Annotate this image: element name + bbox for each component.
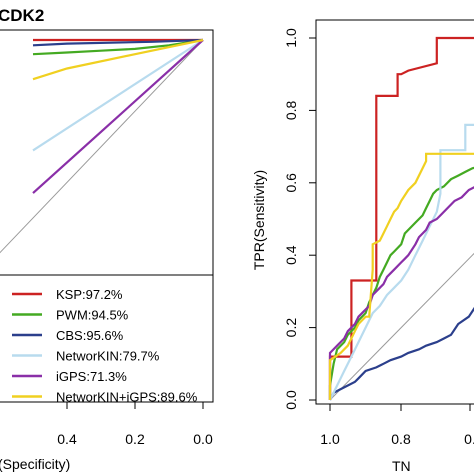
right-y-tick-label: 1.0 bbox=[283, 28, 299, 48]
right-series-line-3 bbox=[329, 306, 474, 401]
legend-label: KSP:97.2% bbox=[56, 287, 123, 302]
right-series-lines bbox=[328, 36, 474, 401]
left-series-line-5 bbox=[32, 39, 204, 194]
left-series-lines bbox=[0, 38, 204, 254]
left-series-line-3 bbox=[32, 38, 204, 47]
right-series-line-4 bbox=[329, 123, 474, 401]
right-y-tick-label: 0.6 bbox=[283, 173, 299, 193]
right-y-tick-label: 0.0 bbox=[283, 390, 299, 410]
left-reference-diagonal bbox=[0, 39, 204, 254]
right-x-tick-label: 0. bbox=[464, 431, 474, 447]
left-series-line-2 bbox=[32, 38, 204, 56]
legend-label: NetworKIN:79.7% bbox=[56, 349, 160, 364]
left-x-tick-label: 0.2 bbox=[125, 431, 145, 447]
right-series-line-2 bbox=[328, 166, 474, 400]
legend-label: CBS:95.6% bbox=[56, 328, 124, 343]
legend-box bbox=[0, 274, 214, 403]
right-y-axis: 0.0 0.2 0.4 0.6 0.8 1.0 bbox=[283, 28, 317, 410]
legend-label: iGPS:71.3% bbox=[56, 369, 127, 384]
legend-items: KSP:97.2% PWM:94.5% CBS:95.6% NetworKIN:79.… bbox=[12, 287, 198, 405]
legend-label: NetworKIN+iGPS:89.6% bbox=[56, 390, 198, 405]
right-y-tick-label: 0.8 bbox=[283, 100, 299, 120]
right-x-tick-label: 0.8 bbox=[391, 431, 411, 447]
left-x-tick-label: 0.4 bbox=[57, 431, 77, 447]
right-x-axis-label: TN bbox=[392, 458, 411, 474]
right-panel: 0.0 0.2 0.4 0.6 0.8 1.0 1.0 0.8 0. TPR(Sensitiv… bbox=[251, 19, 474, 474]
right-x-tick-label: 1.0 bbox=[320, 431, 340, 447]
right-series-line-6 bbox=[328, 152, 474, 400]
left-series-line-6 bbox=[32, 38, 204, 81]
right-y-tick-label: 0.4 bbox=[283, 245, 299, 265]
left-x-axis-label: (Specificity) bbox=[0, 456, 70, 472]
left-series-line-4 bbox=[32, 39, 204, 152]
legend: KSP:97.2% PWM:94.5% CBS:95.6% NetworKIN:79.… bbox=[0, 274, 214, 405]
right-y-axis-label: TPR(Sensitivity) bbox=[251, 170, 267, 270]
right-reference-diagonal bbox=[329, 252, 474, 401]
left-panel-title: CDK2 bbox=[0, 6, 44, 25]
right-x-axis: 1.0 0.8 0. bbox=[320, 404, 474, 447]
legend-label: PWM:94.5% bbox=[56, 308, 129, 323]
right-y-tick-label: 0.2 bbox=[283, 318, 299, 338]
right-series-line-5 bbox=[328, 186, 474, 400]
left-panel: CDK2 0.4 0.2 0.0 (Specificity) KSP:97.2% PW… bbox=[0, 6, 214, 472]
left-x-tick-label: 0.0 bbox=[193, 431, 213, 447]
